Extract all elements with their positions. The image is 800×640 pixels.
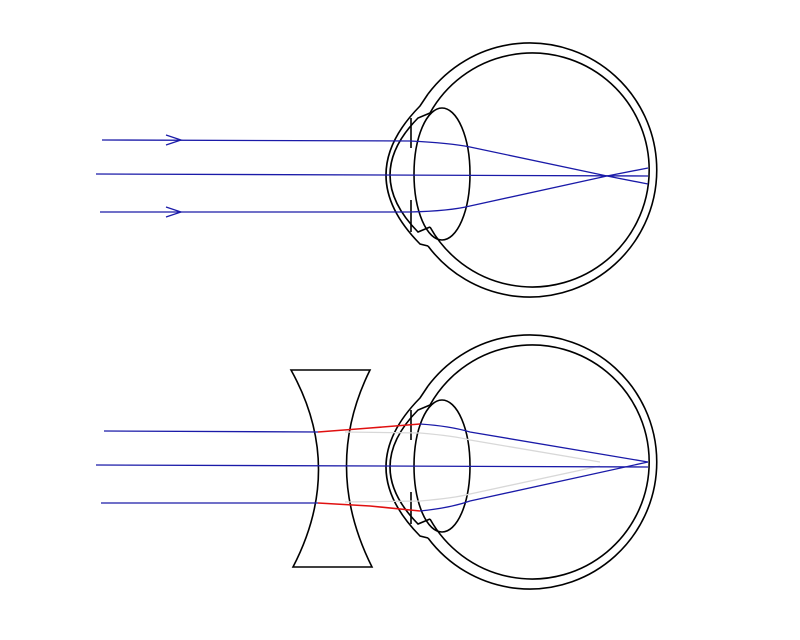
cornea-outer <box>385 385 429 539</box>
ray-diverged <box>317 423 421 433</box>
ray <box>95 464 649 468</box>
eye-bottom <box>385 334 658 590</box>
arrow <box>165 206 184 218</box>
cornea-inner <box>389 404 431 525</box>
ray-diverged <box>317 502 421 512</box>
ray-uncorrected <box>344 431 601 463</box>
lens <box>413 107 471 241</box>
rays-bottom <box>95 423 649 512</box>
concave-lens <box>289 369 374 568</box>
eye-top <box>385 42 658 298</box>
sclera-inner <box>429 344 650 580</box>
sclera-inner <box>429 52 650 288</box>
ray <box>95 173 649 177</box>
arrow <box>165 134 184 146</box>
ray-uncorrected <box>344 465 601 503</box>
ray <box>419 423 649 463</box>
ray <box>101 139 649 185</box>
sclera-outer <box>427 42 658 298</box>
cornea-inner <box>389 112 431 233</box>
rays-top <box>95 134 649 218</box>
ray <box>419 461 649 512</box>
ray <box>103 430 319 433</box>
ray <box>100 167 649 213</box>
sclera-outer <box>427 334 658 590</box>
